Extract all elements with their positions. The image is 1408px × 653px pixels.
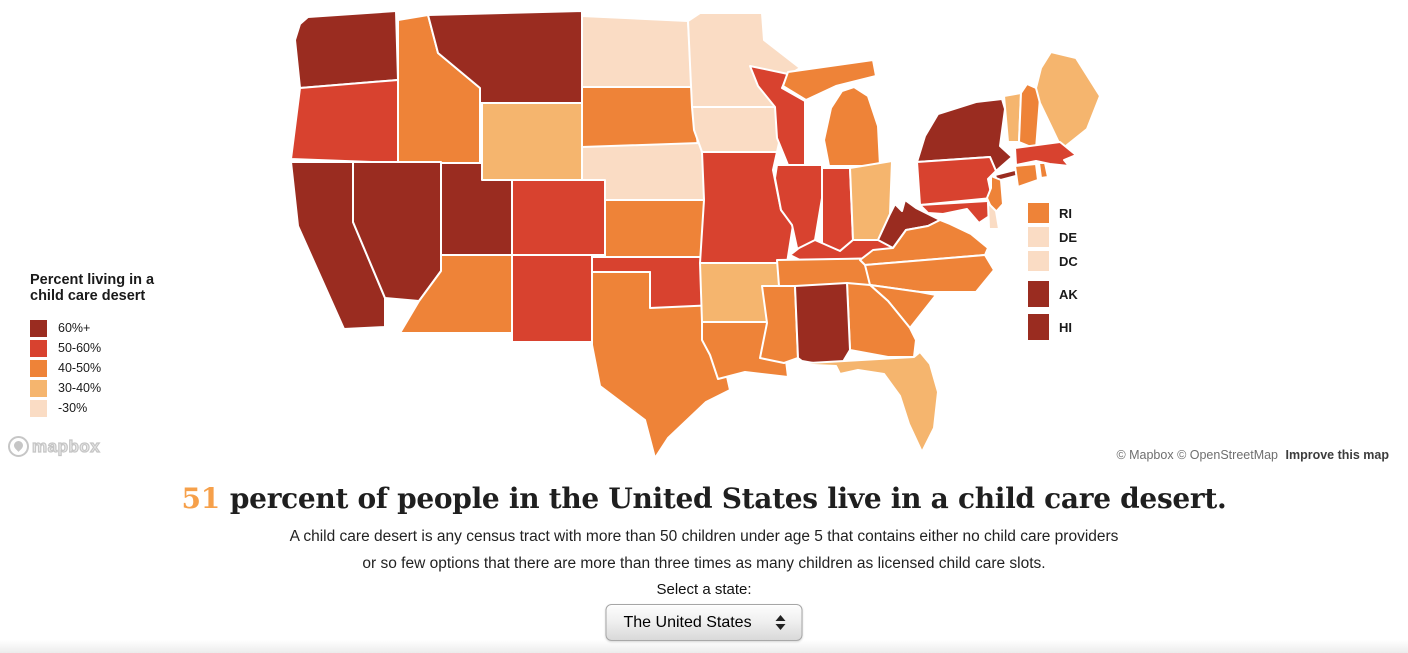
description-line-2: or so few options that there are more th… — [362, 555, 1046, 572]
legend-swatch-40-50 — [30, 359, 47, 377]
state-fl[interactable] — [791, 351, 939, 453]
us-choropleth-map — [290, 10, 1101, 459]
state-ct[interactable] — [1014, 163, 1039, 188]
state-co[interactable] — [511, 179, 606, 256]
state-tx[interactable] — [591, 271, 731, 459]
state-mt[interactable] — [427, 10, 583, 104]
legend-item: 60%+ — [30, 318, 154, 338]
de-color-chip — [1028, 227, 1049, 247]
improve-this-map-link[interactable]: Improve this map — [1285, 448, 1390, 462]
state-ms[interactable] — [759, 285, 799, 364]
dc-color-chip — [1028, 251, 1049, 271]
mapbox-pin-icon — [8, 436, 29, 457]
description: A child care desert is any census tract … — [0, 523, 1408, 577]
description-line-1: A child care desert is any census tract … — [289, 528, 1119, 545]
legend-title: Percent living in a child care desert — [30, 272, 155, 304]
ri-color-chip — [1028, 203, 1049, 223]
select-state-label: Select a state: — [656, 581, 752, 598]
select-arrows-icon — [775, 615, 786, 630]
state-select-value: The United States — [623, 613, 752, 631]
state-chip-hi: HI — [1028, 314, 1072, 340]
state-de[interactable] — [987, 202, 1000, 230]
state-chip-ak: AK — [1028, 281, 1078, 307]
osm-attribution-link[interactable]: © OpenStreetMap — [1177, 448, 1279, 462]
state-or[interactable] — [290, 79, 399, 164]
legend-swatch-60plus — [30, 319, 47, 337]
legend-swatch-30-40 — [30, 379, 47, 397]
state-ks[interactable] — [604, 199, 713, 258]
headline-text: percent of people in the United States l… — [229, 482, 1227, 515]
state-nm[interactable] — [511, 254, 593, 343]
mapbox-wordmark: mapbox — [31, 436, 101, 456]
state-chip-de: DE — [1028, 227, 1077, 247]
map-attribution: © Mapbox © OpenStreetMap Improve this ma… — [1116, 448, 1389, 462]
state-chip-dc: DC — [1028, 251, 1078, 271]
state-ri[interactable] — [1038, 162, 1049, 179]
state-select[interactable]: The United States — [605, 604, 803, 641]
state-ma[interactable] — [1014, 141, 1077, 167]
state-mi-upper[interactable] — [782, 59, 877, 101]
state-mi-lower[interactable] — [823, 86, 881, 167]
legend-item: 30-40% — [30, 378, 154, 398]
mapbox-logo[interactable]: mapbox — [8, 436, 100, 457]
state-pa[interactable] — [916, 156, 997, 206]
state-ga[interactable] — [846, 282, 917, 358]
state-sd[interactable] — [581, 86, 699, 148]
legend-item: 50-60% — [30, 338, 154, 358]
legend-item: -30% — [30, 398, 154, 418]
map-legend: Percent living in a child care desert 60… — [30, 272, 154, 418]
legend-item: 40-50% — [30, 358, 154, 378]
state-ia[interactable] — [691, 106, 784, 153]
state-nd[interactable] — [581, 15, 693, 88]
legend-swatch-50-60 — [30, 339, 47, 357]
state-wa[interactable] — [294, 10, 399, 89]
state-wy[interactable] — [481, 102, 583, 181]
state-al[interactable] — [794, 282, 851, 370]
headline-stat: 51 — [181, 482, 221, 515]
state-in[interactable] — [821, 167, 854, 252]
headline: 51 percent of people in the United States… — [0, 482, 1408, 515]
legend-swatch-under30 — [30, 399, 47, 417]
mapbox-attribution-link[interactable]: © Mapbox — [1116, 448, 1174, 462]
hi-color-chip — [1028, 314, 1049, 340]
section-divider — [0, 640, 1408, 653]
state-me[interactable] — [1035, 51, 1101, 150]
state-chip-ri: RI — [1028, 203, 1072, 223]
ak-color-chip — [1028, 281, 1049, 307]
